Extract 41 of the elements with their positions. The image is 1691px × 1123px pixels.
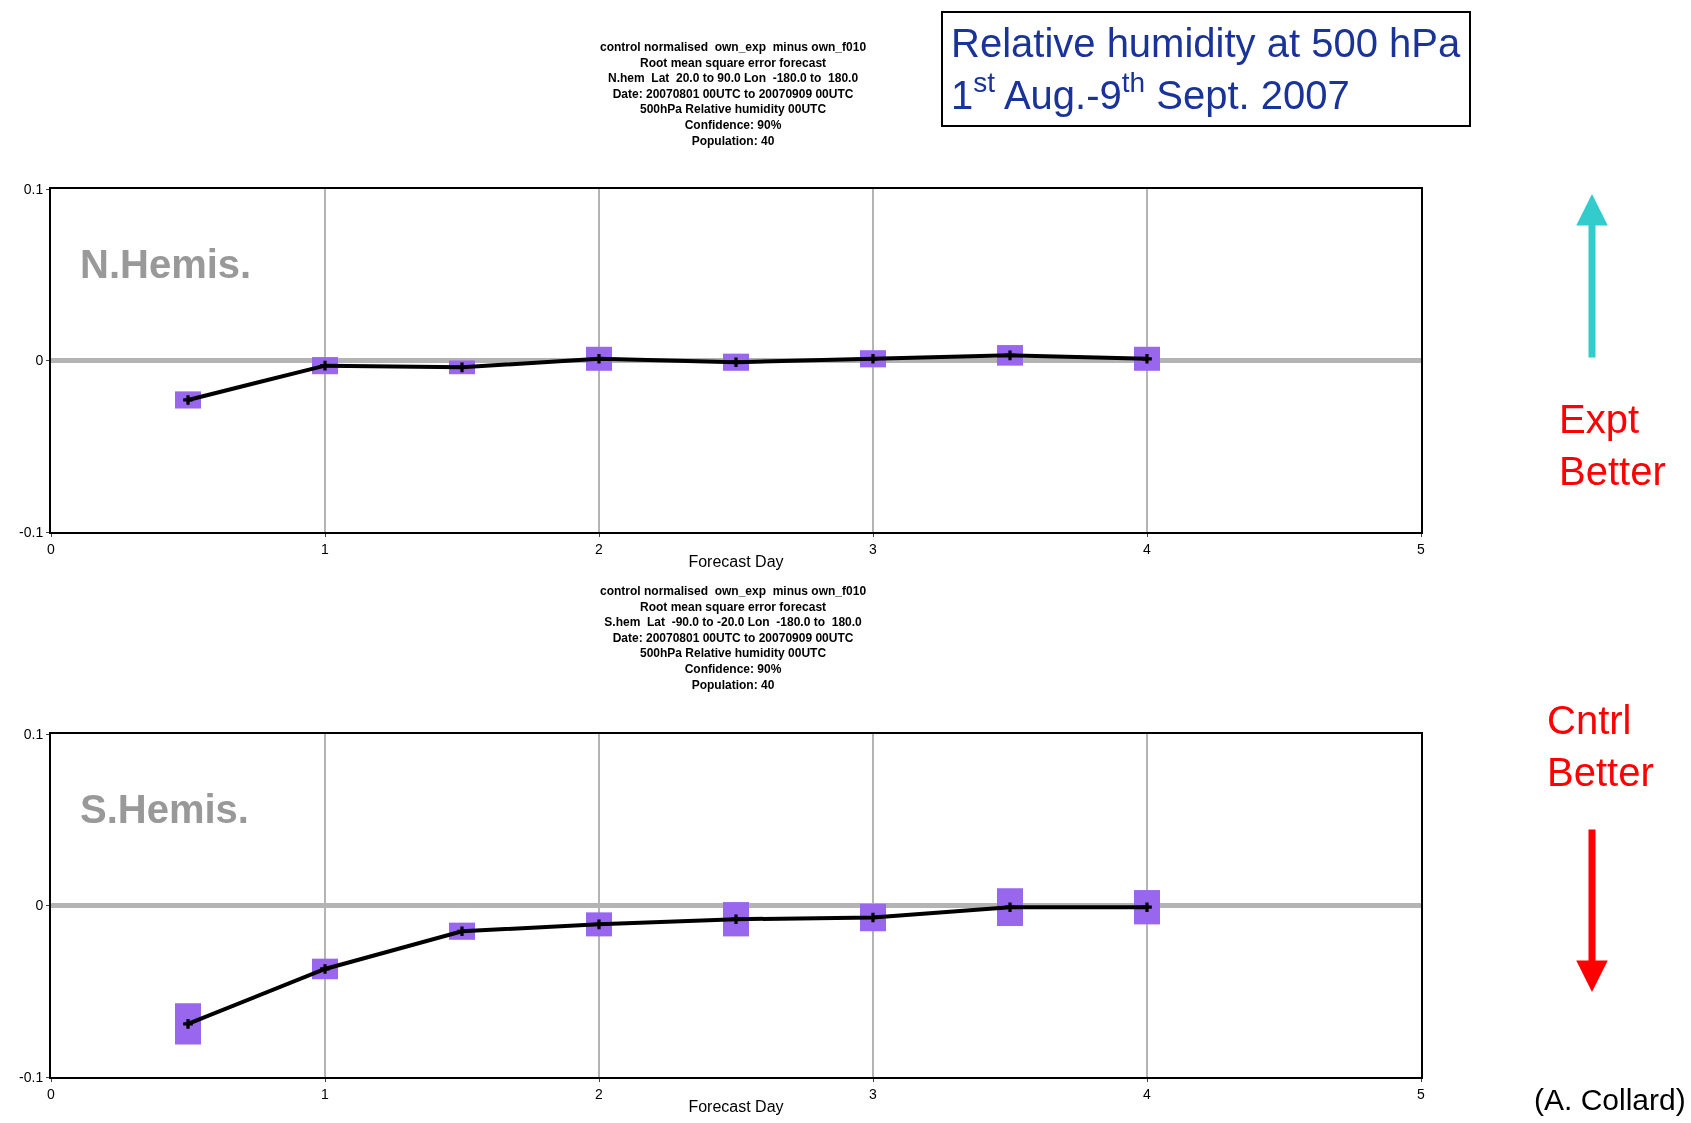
x-tick-label: 0 (47, 540, 56, 557)
point (1005, 902, 1015, 913)
point (1142, 902, 1152, 913)
y-tick-label: 0.1 (23, 725, 44, 742)
x-tick-label: 0 (47, 1085, 56, 1102)
text: (A. Collard) (1534, 1083, 1686, 1116)
x-tick-label: 2 (595, 1085, 604, 1102)
point (868, 353, 878, 364)
y-tick-label: -0.1 (19, 1068, 44, 1085)
x-tick-label: 3 (869, 540, 878, 557)
x-tick-label: 2 (595, 540, 604, 557)
point (1005, 350, 1015, 361)
x-tick-label: 3 (869, 1085, 878, 1102)
text: Relative humidity at 500 hPa 1$^{st}$ Aug.-9$^{th}$ Sept. 2007 (951, 21, 1461, 117)
x-tick-label: 4 (1143, 1085, 1152, 1102)
x-axis-title: Forecast Day (688, 553, 784, 570)
x-tick-label: 5 (1417, 1085, 1426, 1102)
y-tick-label: 0 (35, 897, 44, 914)
chart-title: control normalised own_exp minus own_f010 Root mean square error forecast N.hem Lat 20.0 to 90.0 Lon -180.0 to 180.0 Date: 20070801 00UTC to 20070909 00UTC 500hPa Relative humidity 00UTC Confidence: 90% Population: 40 (600, 40, 867, 148)
x-tick-label: 4 (1143, 540, 1152, 557)
point (594, 919, 604, 930)
point (457, 362, 467, 373)
annotation: N.Hemis. (80, 242, 252, 286)
text: Cntrl Better (1547, 698, 1654, 794)
point (320, 964, 330, 974)
point (1142, 353, 1152, 364)
x-axis-title: Forecast Day (688, 1098, 784, 1115)
x-tick-label: 1 (321, 1085, 330, 1102)
point (183, 395, 193, 405)
x-tick-label: 5 (1417, 540, 1426, 557)
chart-title: control normalised own_exp minus own_f010 Root mean square error forecast S.hem Lat -90.0 to -20.0 Lon -180.0 to 180.0 Date: 20070801 00UTC to 20070909 00UTC 500hPa Relative humidity 00UTC Confidence: 90% Population: 40 (600, 584, 867, 692)
point (731, 357, 741, 368)
y-tick-label: 0 (35, 352, 44, 369)
point (731, 914, 741, 925)
point (183, 1019, 193, 1029)
text: Expt Better (1559, 397, 1666, 493)
point (320, 360, 330, 371)
annotation: S.Hemis. (80, 787, 249, 831)
y-tick-label: -0.1 (19, 523, 44, 540)
y-tick-label: 0.1 (23, 180, 44, 197)
x-tick-label: 1 (321, 540, 330, 557)
